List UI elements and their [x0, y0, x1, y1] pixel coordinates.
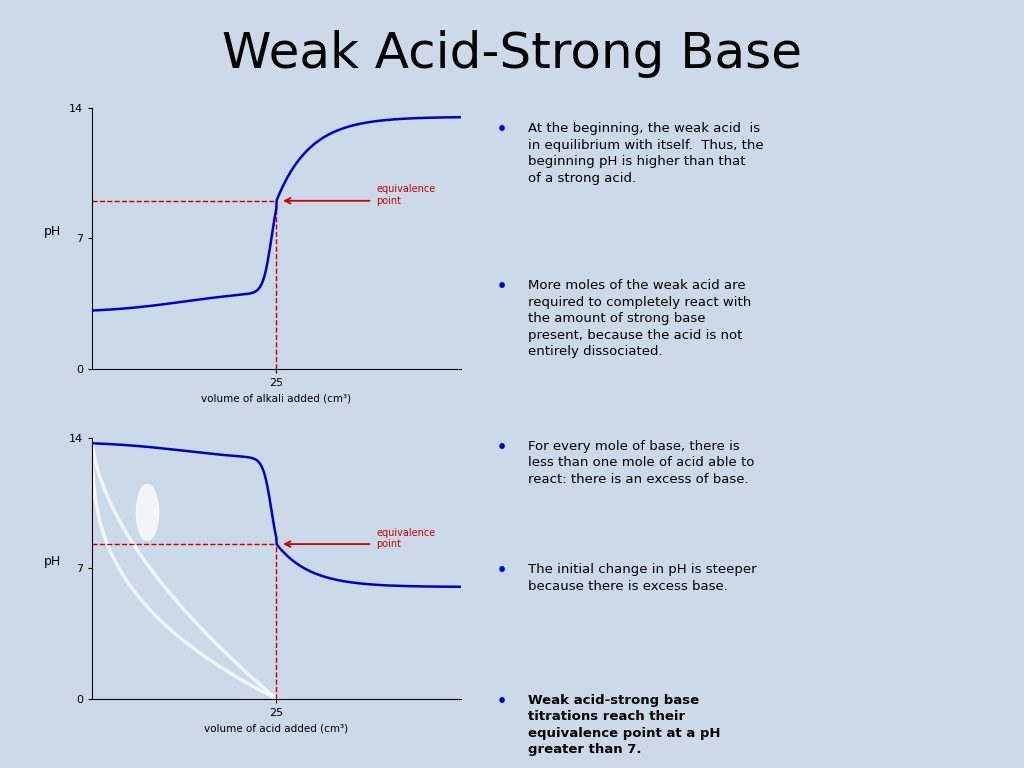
- Y-axis label: pH: pH: [44, 225, 61, 238]
- Text: At the beginning, the weak acid  is
in equilibrium with itself.  Thus, the
begin: At the beginning, the weak acid is in eq…: [528, 122, 764, 185]
- Text: •: •: [497, 280, 507, 294]
- Text: For every mole of base, there is
less than one mole of acid able to
react: there: For every mole of base, there is less th…: [528, 439, 755, 485]
- Text: •: •: [497, 122, 507, 137]
- Text: The initial change in pH is steeper
because there is excess base.: The initial change in pH is steeper beca…: [528, 563, 757, 593]
- Circle shape: [68, 451, 94, 518]
- Text: equivalence
point: equivalence point: [376, 528, 435, 549]
- Text: More moles of the weak acid are
required to completely react with
the amount of : More moles of the weak acid are required…: [528, 280, 752, 358]
- Text: •: •: [497, 439, 507, 455]
- Text: Weak Acid-Strong Base: Weak Acid-Strong Base: [222, 30, 802, 78]
- Text: •: •: [497, 563, 507, 578]
- Text: Weak acid-strong base
titrations reach their
equivalence point at a pH
greater t: Weak acid-strong base titrations reach t…: [528, 694, 721, 756]
- X-axis label: volume of alkali added (cm³): volume of alkali added (cm³): [202, 393, 351, 403]
- Y-axis label: pH: pH: [44, 555, 61, 568]
- Text: equivalence
point: equivalence point: [376, 184, 435, 206]
- Circle shape: [136, 485, 159, 541]
- Text: •: •: [497, 694, 507, 709]
- X-axis label: volume of acid added (cm³): volume of acid added (cm³): [205, 723, 348, 733]
